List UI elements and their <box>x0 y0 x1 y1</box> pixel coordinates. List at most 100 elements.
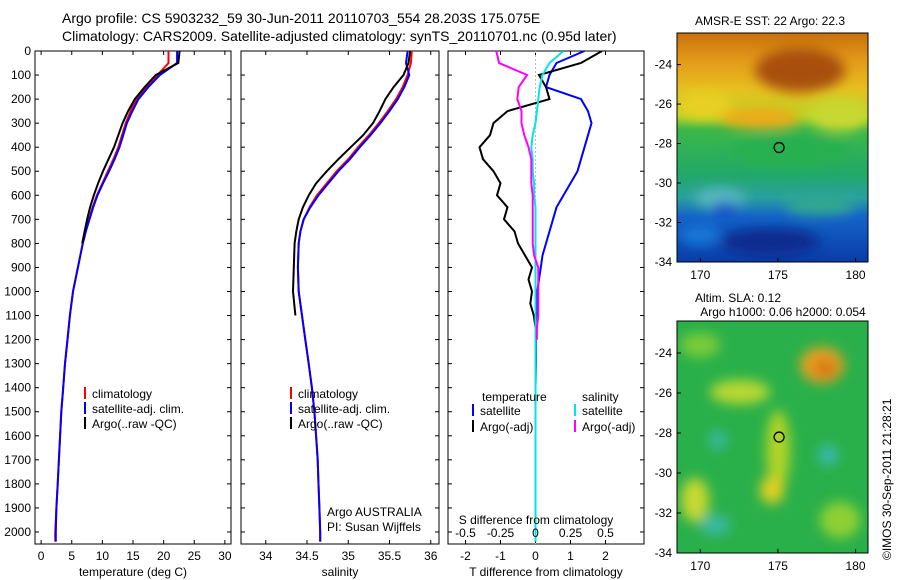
legend-s-argo-label: Argo(-adj) <box>582 420 635 434</box>
salinity-annotation-line1: Argo AUSTRALIA <box>327 505 422 519</box>
sla-map-ytick-label: -28 <box>655 426 673 440</box>
salinity-legend-label: Argo(..raw -QC) <box>298 417 383 431</box>
temperature-xtick-label: 0 <box>38 549 45 563</box>
salinity-series-climatology <box>296 51 413 542</box>
difference-xtick-label: 2 <box>602 549 609 563</box>
temperature-xtick-label: 5 <box>68 549 75 563</box>
sla-map-subtitle: Argo h1000: 0.06 h2000: 0.054 <box>700 305 866 319</box>
legend-t-argo-label: Argo(-adj) <box>480 420 533 434</box>
depth-tick-label: 1500 <box>4 405 31 419</box>
salinity-xtick-label: 34 <box>259 549 273 563</box>
difference-top-xlabel: S difference from climatology <box>459 513 614 527</box>
temperature-xtick-label: 20 <box>157 549 171 563</box>
depth-tick-label: 200 <box>11 92 31 106</box>
sla-map-xtick-label: 170 <box>690 559 710 573</box>
depth-tick-label: 2000 <box>4 525 31 539</box>
climatology-title: Climatology: CARS2009. Satellite-adjuste… <box>62 28 617 44</box>
temperature-xlabel: temperature (deg C) <box>79 565 187 579</box>
sst-map-ytick-label: -28 <box>655 137 673 151</box>
temperature-legend-label: satellite-adj. clim. <box>92 402 184 416</box>
difference-series-s-satellite <box>530 51 565 542</box>
depth-tick-label: 1900 <box>4 501 31 515</box>
depth-tick-label: 900 <box>11 260 31 274</box>
salinity-legend-label: satellite-adj. clim. <box>298 402 390 416</box>
depth-tick-label: 1600 <box>4 429 31 443</box>
depth-tick-label: 1300 <box>4 357 31 371</box>
sst-map-float-marker <box>773 141 785 154</box>
temperature-legend-label: climatology <box>92 387 152 401</box>
difference-top-tick-label: -0.5 <box>455 526 476 540</box>
sst-map-ytick-label: -24 <box>655 58 673 72</box>
difference-top-tick-label: -0.25 <box>487 526 515 540</box>
salinity-series-group <box>291 51 413 542</box>
difference-series-t-argo-adj- <box>478 51 603 340</box>
sla-map-title: Altim. SLA: 0.12 <box>695 291 781 305</box>
sst-map-ytick-label: -26 <box>655 97 673 111</box>
depth-tick-label: 800 <box>11 236 31 250</box>
sla-map-xtick-label: 175 <box>768 559 788 573</box>
salinity-xtick-label: 35 <box>342 549 356 563</box>
profile-title: Argo profile: CS 5903232_59 30-Jun-2011 … <box>62 10 541 26</box>
sla-map-xtick-label: 180 <box>846 559 866 573</box>
imos-timestamp: ©IMOS 30-Sep-2011 21:28:21 <box>880 398 894 560</box>
depth-tick-label: 600 <box>11 188 31 202</box>
temperature-xtick-label: 25 <box>188 549 202 563</box>
temperature-legend-label: Argo(..raw -QC) <box>92 417 177 431</box>
salinity-legend-label: climatology <box>298 387 358 401</box>
depth-tick-label: 1000 <box>4 284 31 298</box>
salinity-xlabel: salinity <box>322 565 359 579</box>
sst-map-ytick-label: -32 <box>655 216 673 230</box>
difference-xlabel: T difference from climatology <box>469 565 623 579</box>
depth-tick-label: 100 <box>11 68 31 82</box>
sst-map-ytick-label: -30 <box>655 176 673 190</box>
difference-frame <box>447 50 645 545</box>
difference-top-tick-label: 0 <box>532 526 539 540</box>
sla-map-ytick-label: -24 <box>655 346 673 360</box>
difference-xtick-label: -2 <box>460 549 471 563</box>
salinity-xtick-label: 35.5 <box>378 549 402 563</box>
sla-map-float-marker <box>773 431 785 443</box>
legend-salinity-title: salinity <box>582 390 619 404</box>
legend-temperature-title: temperature <box>482 390 547 404</box>
difference-xtick-label: 0 <box>532 549 539 563</box>
legend-s-satellite-label: satellite <box>582 404 623 418</box>
sla-map-ytick-label: -26 <box>655 386 673 400</box>
sst-map-ytick-label: -34 <box>655 255 673 269</box>
sst-map-xtick-label: 170 <box>690 268 710 282</box>
sst-map-xtick-label: 175 <box>768 268 788 282</box>
depth-tick-label: 1100 <box>5 309 31 323</box>
salinity-annotation-line2: PI: Susan Wijffels <box>327 520 421 534</box>
temperature-xtick-label: 10 <box>96 549 110 563</box>
sst-map-image <box>677 33 868 262</box>
difference-xtick-label: -1 <box>495 549 506 563</box>
sst-map-frame <box>676 32 869 263</box>
sla-map-frame <box>676 320 869 554</box>
sla-map-ytick-label: -34 <box>655 546 673 560</box>
depth-tick-label: 1700 <box>4 453 31 467</box>
depth-tick-label: 700 <box>11 212 31 226</box>
temperature-xtick-label: 15 <box>126 549 140 563</box>
temperature-xtick-label: 30 <box>218 549 232 563</box>
difference-series-s-argo-adj- <box>495 51 540 340</box>
salinity-series-satellite-adj-clim- <box>296 51 411 542</box>
salinity-xtick-label: 34.5 <box>295 549 319 563</box>
depth-tick-label: 300 <box>11 116 31 130</box>
difference-xtick-label: 1 <box>567 549 574 563</box>
temperature-series-argo-raw-qc- <box>81 51 181 244</box>
depth-tick-label: 500 <box>11 164 31 178</box>
depth-tick-label: 1800 <box>4 477 31 491</box>
sst-map-title: AMSR-E SST: 22 Argo: 22.3 <box>695 14 845 28</box>
sla-map-ytick-label: -30 <box>655 466 673 480</box>
depth-tick-label: 1400 <box>4 381 31 395</box>
depth-tick-label: 400 <box>11 140 31 154</box>
sla-map-image <box>677 321 868 553</box>
difference-top-tick-label: 0.5 <box>597 526 614 540</box>
difference-series-group <box>478 51 603 544</box>
sla-map-ytick-label: -32 <box>655 506 673 520</box>
temperature-series-satellite-adj-clim- <box>54 51 179 542</box>
temperature-series-group <box>54 51 181 542</box>
depth-tick-label: 0 <box>24 44 31 58</box>
difference-top-tick-label: 0.25 <box>559 526 583 540</box>
sst-map-xtick-label: 180 <box>846 268 866 282</box>
